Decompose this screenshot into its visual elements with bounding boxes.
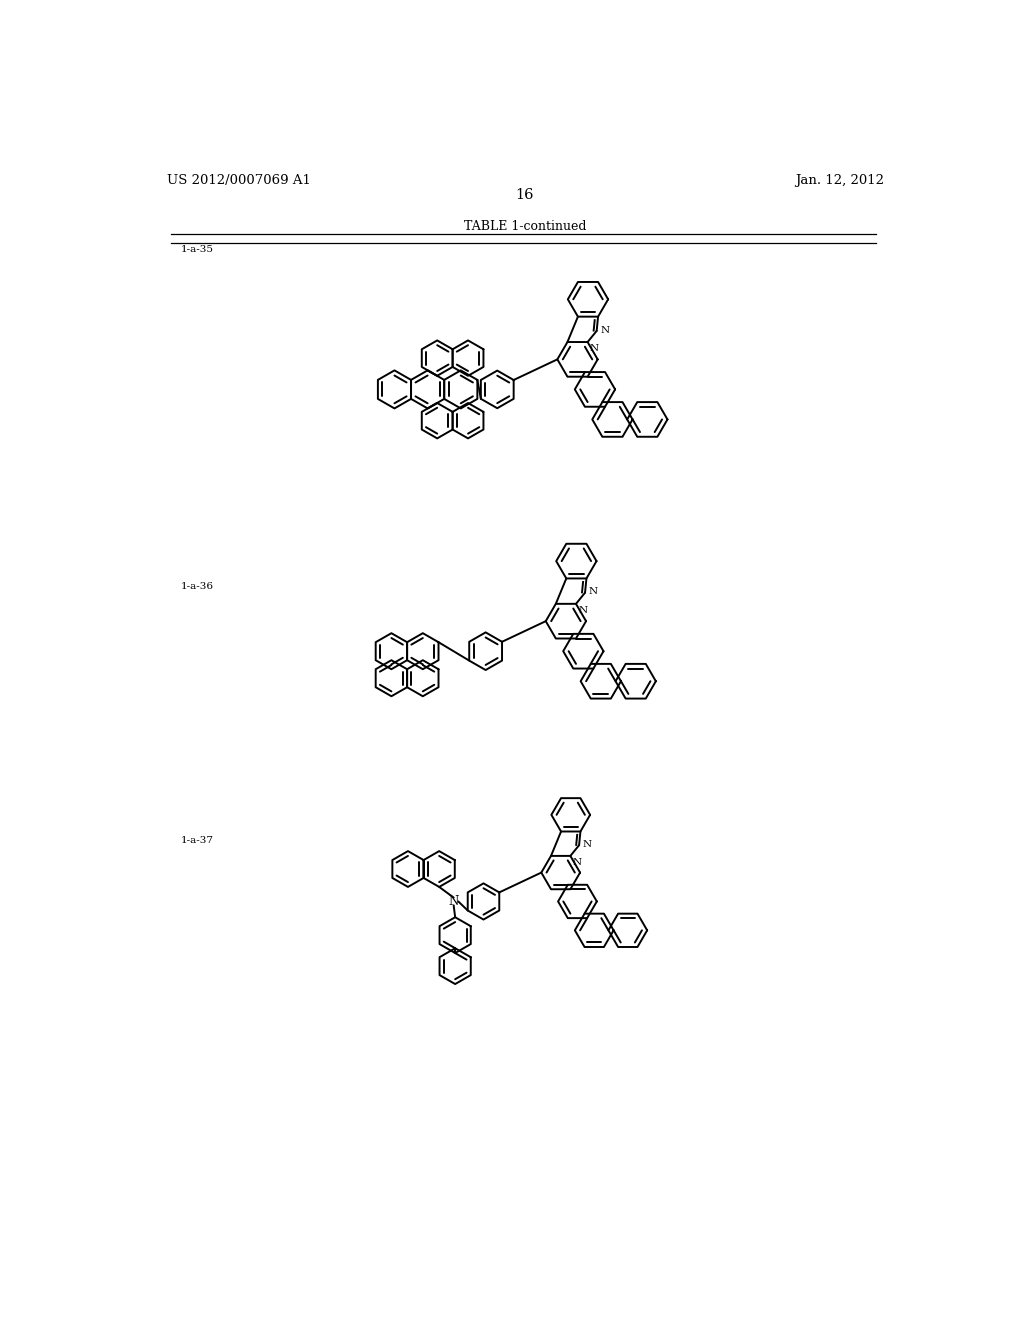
Text: 16: 16 xyxy=(515,187,535,202)
Text: 1-a-37: 1-a-37 xyxy=(180,836,214,845)
Text: N: N xyxy=(590,345,599,354)
Text: N: N xyxy=(589,587,598,597)
Text: N: N xyxy=(583,840,592,849)
Text: 1-a-35: 1-a-35 xyxy=(180,246,214,255)
Text: N: N xyxy=(579,606,588,615)
Text: N: N xyxy=(572,858,582,867)
Text: N: N xyxy=(449,895,459,908)
Text: Jan. 12, 2012: Jan. 12, 2012 xyxy=(795,174,884,187)
Text: N: N xyxy=(600,326,609,335)
Text: US 2012/0007069 A1: US 2012/0007069 A1 xyxy=(167,174,310,187)
Text: TABLE 1-continued: TABLE 1-continued xyxy=(464,220,586,234)
Text: 1-a-36: 1-a-36 xyxy=(180,582,214,591)
